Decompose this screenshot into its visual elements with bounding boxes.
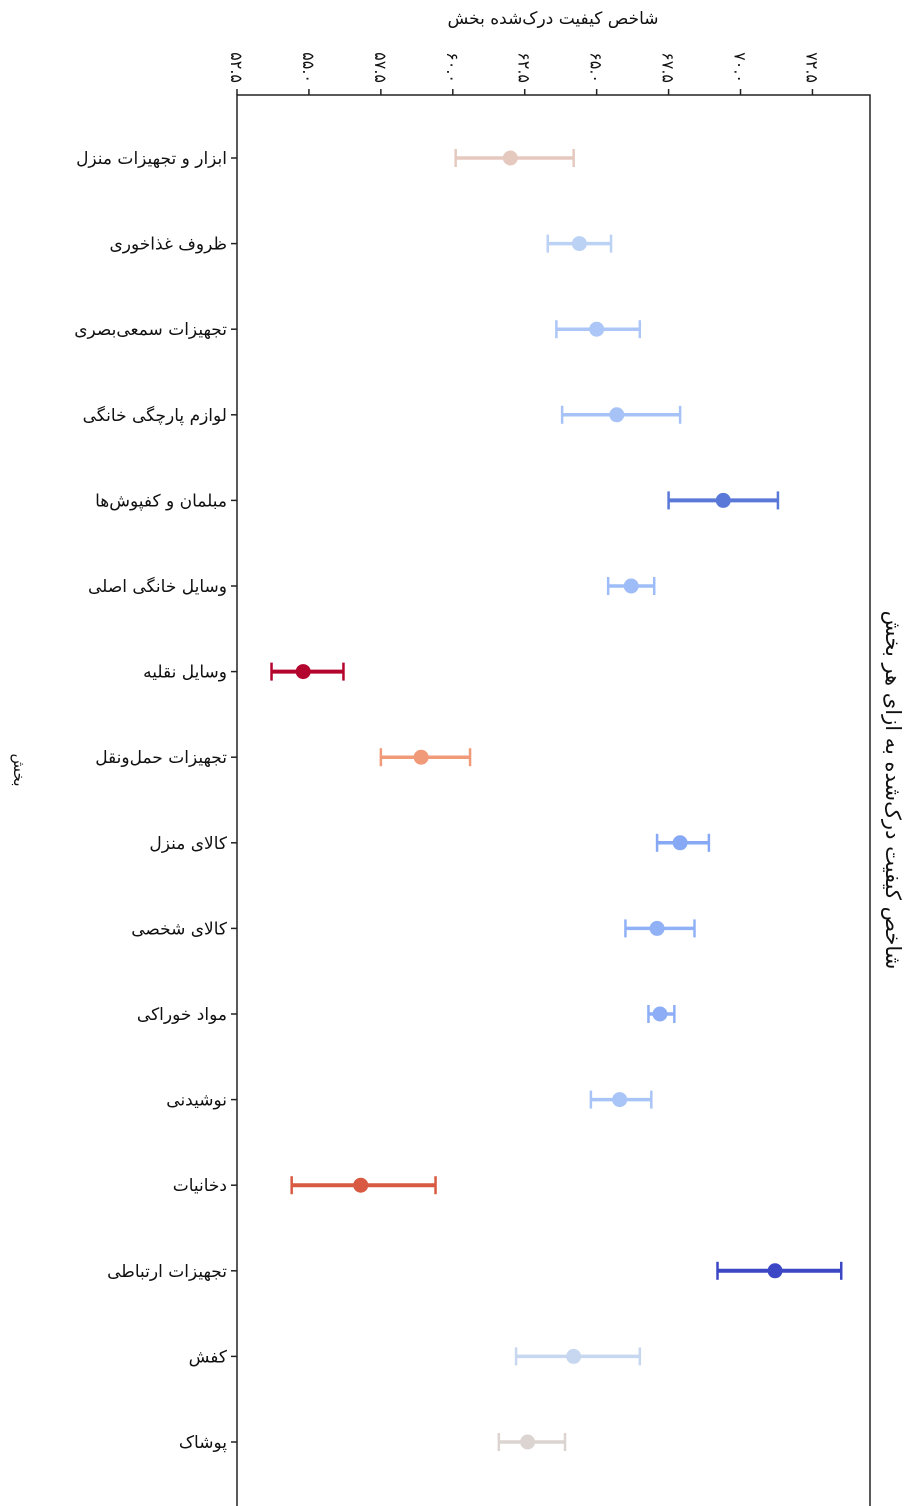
mean-point	[502, 150, 518, 166]
x-tick-label: ۵۵.۰	[299, 52, 318, 83]
error-bar-point	[546, 234, 613, 253]
category-label: مبلمان و کفپوش‌ها	[95, 491, 227, 511]
x-tick-label: ۶۰.۰	[443, 52, 462, 83]
y-axis-title: بخش	[10, 754, 28, 787]
error-bar-point	[497, 1433, 567, 1451]
x-tick-label: ۷۲.۵	[802, 52, 821, 83]
x-tick-label: ۶۲.۵	[515, 52, 534, 83]
error-bar-point	[589, 1090, 653, 1109]
category-labels: ابزار و تجهیزات منزل ظروف غذاخوری تجهیزات …	[74, 149, 237, 1453]
error-bar-point	[606, 577, 656, 595]
error-bars	[270, 149, 843, 1451]
error-bar-point	[270, 662, 345, 681]
error-bar-point	[514, 1347, 642, 1366]
category-label: ظروف غذاخوری	[110, 235, 228, 255]
error-bar-point	[560, 405, 682, 424]
mean-point	[623, 578, 639, 594]
error-bar-point	[655, 833, 711, 852]
mean-point	[413, 749, 429, 765]
category-label: وسایل نقلیه	[143, 663, 227, 683]
chart-title: شاخص کیفیت درک‌شده به ازای هر بخش	[881, 611, 905, 970]
category-label: لوازم پارچگی خانگی	[83, 405, 227, 426]
x-tick-label: ۵۷.۵	[371, 52, 390, 83]
mean-point	[295, 664, 311, 680]
x-axis-title: شاخص کیفیت درک‌شده بخش	[447, 9, 658, 29]
plot-area	[236, 94, 871, 1506]
category-label: نوشیدنی	[166, 1091, 227, 1111]
category-label: ابزار و تجهیزات منزل	[76, 149, 227, 169]
x-tick-label: ۶۵.۰	[587, 52, 606, 83]
category-label: کالای شخصی	[131, 919, 228, 939]
error-bar-point	[290, 1176, 437, 1195]
mean-point	[649, 920, 665, 936]
error-bar-point	[454, 149, 575, 167]
mean-point	[715, 492, 731, 508]
error-bar-point	[716, 1261, 843, 1280]
error-bar-point	[555, 320, 642, 339]
x-tick-label: ۵۲.۵	[227, 52, 246, 83]
mean-point	[589, 321, 605, 337]
category-label: وسایل خانگی اصلی	[88, 576, 227, 597]
mean-point	[571, 236, 587, 252]
category-label: تجهیزات ارتباطی	[107, 1262, 227, 1282]
error-bar-point	[624, 919, 696, 938]
category-label: کفش	[189, 1347, 228, 1367]
error-bar-point	[667, 491, 780, 510]
category-label: تجهیزات حمل‌ونقل	[95, 748, 227, 768]
mean-point	[520, 1434, 536, 1450]
x-axis-ticks: ۵۲.۵ ۵۵.۰ ۵۷.۵ ۶۰.۰ ۶۲.۵ ۶۵.۰ ۶۷.۵ ۷۰.۰ ۷۲.۵	[227, 52, 821, 95]
mean-point	[672, 835, 688, 851]
category-label: مواد خوراکی	[137, 1005, 227, 1025]
category-label: تجهیزات سمعی‌بصری	[74, 320, 227, 340]
mean-point	[652, 1006, 668, 1022]
category-label: پوشاک	[179, 1433, 227, 1453]
mean-point	[767, 1263, 783, 1279]
mean-point	[353, 1177, 369, 1193]
mean-point	[566, 1348, 582, 1364]
category-label: کالای منزل	[149, 834, 228, 854]
mean-point	[612, 1092, 628, 1108]
error-bar-point	[379, 748, 472, 767]
error-bar-point	[647, 1005, 676, 1023]
category-label: دخانیات	[173, 1176, 227, 1196]
x-tick-label: ۶۷.۵	[659, 52, 678, 83]
mean-point	[609, 407, 625, 423]
x-tick-label: ۷۰.۰	[731, 52, 750, 83]
